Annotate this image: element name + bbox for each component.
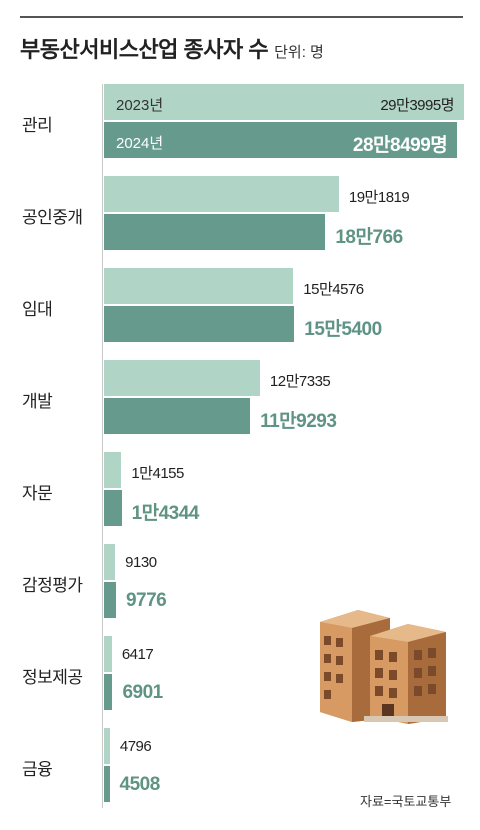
buildings-illustration: [320, 610, 448, 724]
bar-2023: [104, 268, 294, 304]
category-label: 자문: [22, 484, 53, 503]
data-label-2024: 1만4344: [131, 502, 200, 524]
data-label-2024: 15만5400: [304, 318, 382, 340]
data-label-2023: 1만4155: [131, 464, 184, 482]
bar-2023: [104, 728, 110, 764]
data-label-2023: 6417: [121, 645, 154, 663]
category-label: 정보제공: [22, 668, 83, 687]
bar-2023: [104, 452, 122, 488]
data-label-2023: 29만3995명: [380, 96, 454, 114]
data-label-2023: 4796: [119, 737, 152, 755]
data-label-2023: 19만1819: [348, 188, 410, 206]
bar-2024: [104, 398, 251, 434]
data-label-2023: 9130: [125, 553, 157, 571]
bar-2023: [104, 176, 339, 212]
legend-tag-2023: 2023년: [116, 96, 164, 114]
data-label-2024: 6901: [122, 681, 163, 703]
category-label: 개발: [22, 392, 53, 411]
bar-2024: [104, 766, 110, 802]
category-label: 감정평가: [22, 576, 83, 595]
bar-2023: [104, 544, 116, 580]
data-label-2023: 15만4576: [303, 280, 364, 298]
category-label: 공인중개: [22, 208, 83, 227]
category-label: 금융: [22, 760, 53, 779]
bar-2024: [104, 674, 113, 710]
data-label-2024: 9776: [125, 589, 167, 611]
category-label: 임대: [22, 300, 53, 319]
bar-2024: [104, 490, 122, 526]
data-label-2024: 4508: [119, 773, 161, 795]
bar-2024: [104, 306, 295, 342]
chart-title: 부동산서비스산업 종사자 수 단위: 명: [20, 37, 324, 62]
data-label-2023: 12만7335: [269, 372, 331, 390]
bar-2024: [104, 214, 326, 250]
bar-2023: [104, 360, 260, 396]
category-axis-line: [102, 84, 103, 808]
legend-tag-2024: 2024년: [116, 134, 164, 152]
category-label: 관리: [22, 116, 53, 135]
bar-2024: [104, 582, 116, 618]
top-rule: [20, 16, 463, 18]
bar-2023: [104, 84, 464, 120]
bar-2024: [104, 122, 458, 158]
unit-label: 단위: 명: [274, 44, 324, 61]
data-label-2024: 28만8499명: [352, 134, 448, 156]
bar-2023: [104, 636, 112, 672]
data-label-2024: 18만766: [335, 226, 403, 248]
source-note: 자료=국토교통부: [360, 794, 452, 809]
data-label-2024: 11만9293: [260, 410, 337, 432]
